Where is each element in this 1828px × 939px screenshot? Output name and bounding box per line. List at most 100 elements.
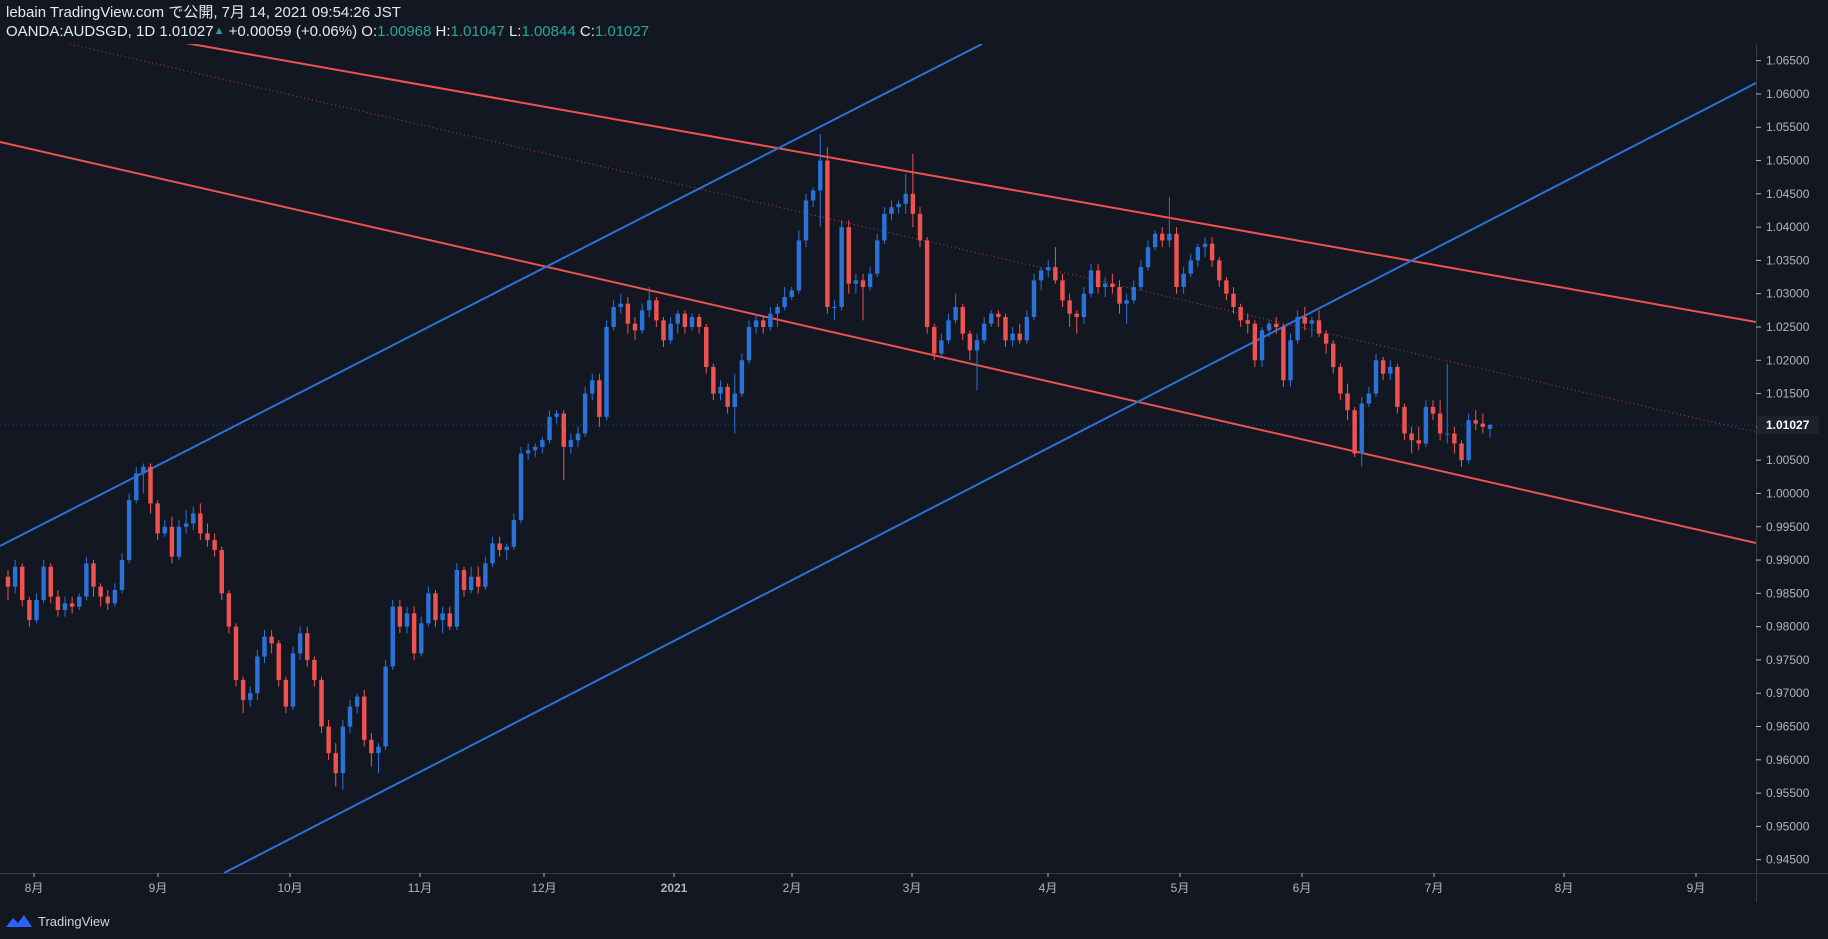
candle[interactable] — [1416, 426, 1421, 451]
candle[interactable] — [1152, 230, 1158, 251]
candle[interactable] — [575, 426, 581, 447]
candle[interactable] — [1452, 426, 1457, 454]
candle[interactable] — [1224, 277, 1229, 301]
candle[interactable] — [1131, 280, 1136, 304]
red-channel-midline[interactable] — [0, 28, 1756, 433]
candle[interactable] — [176, 520, 182, 561]
candle[interactable] — [1338, 363, 1343, 401]
candle[interactable] — [896, 200, 901, 214]
candle[interactable] — [497, 536, 502, 557]
candle[interactable] — [98, 583, 103, 607]
candle[interactable] — [597, 373, 602, 427]
blue-upper-channel-line[interactable] — [0, 44, 983, 547]
candle[interactable] — [675, 310, 680, 334]
candle[interactable] — [447, 606, 452, 630]
candle[interactable] — [148, 463, 153, 514]
candle[interactable] — [1323, 330, 1329, 354]
candle[interactable] — [255, 649, 260, 700]
candle[interactable] — [84, 556, 89, 600]
candle[interactable] — [119, 553, 125, 594]
candle[interactable] — [1373, 353, 1379, 397]
candle[interactable] — [967, 330, 973, 361]
candle[interactable] — [725, 383, 730, 414]
candle[interactable] — [1295, 310, 1300, 344]
candle[interactable] — [1345, 383, 1350, 421]
candle[interactable] — [183, 510, 189, 534]
candle[interactable] — [1395, 363, 1400, 414]
candle[interactable] — [1188, 253, 1193, 278]
candle[interactable] — [1024, 310, 1030, 344]
candle[interactable] — [297, 626, 303, 660]
candle[interactable] — [1124, 293, 1129, 324]
candle[interactable] — [1473, 410, 1478, 431]
trendlines[interactable] — [0, 10, 1756, 873]
candle[interactable] — [1117, 280, 1122, 314]
candle[interactable] — [1359, 396, 1364, 467]
candle[interactable] — [533, 443, 538, 457]
candle[interactable] — [768, 307, 773, 331]
candle[interactable] — [461, 566, 467, 597]
candle[interactable] — [1259, 326, 1265, 367]
candle[interactable] — [290, 646, 296, 710]
candle[interactable] — [55, 590, 61, 617]
candle[interactable] — [875, 233, 880, 278]
candle[interactable] — [960, 303, 965, 341]
candle[interactable] — [433, 590, 438, 627]
candle[interactable] — [1466, 413, 1471, 464]
candle[interactable] — [1281, 323, 1286, 387]
candle[interactable] — [1388, 360, 1393, 381]
candle[interactable] — [162, 520, 167, 537]
candle[interactable] — [518, 446, 524, 524]
candle[interactable] — [974, 333, 980, 391]
candle[interactable] — [789, 287, 794, 301]
candle[interactable] — [932, 323, 937, 361]
candle[interactable] — [1195, 243, 1201, 268]
candle[interactable] — [283, 676, 289, 714]
candle[interactable] — [1209, 237, 1215, 268]
candle[interactable] — [126, 493, 132, 564]
candle[interactable] — [810, 187, 816, 208]
candle[interactable] — [69, 596, 75, 614]
candle[interactable] — [262, 629, 267, 664]
candle[interactable] — [668, 317, 673, 344]
candle[interactable] — [354, 693, 360, 714]
candle[interactable] — [369, 733, 374, 767]
candle[interactable] — [191, 506, 196, 531]
candle[interactable] — [582, 386, 588, 437]
candle[interactable] — [1053, 247, 1058, 284]
candle[interactable] — [1445, 363, 1450, 444]
candles[interactable] — [5, 133, 1493, 790]
candle[interactable] — [732, 373, 737, 434]
candle[interactable] — [839, 220, 844, 311]
candle[interactable] — [561, 410, 566, 481]
candle[interactable] — [91, 560, 96, 597]
candle[interactable] — [1038, 267, 1044, 291]
candle[interactable] — [1274, 317, 1279, 334]
candle[interactable] — [77, 593, 82, 610]
candle[interactable] — [782, 287, 787, 311]
candle[interactable] — [1110, 273, 1115, 294]
candle[interactable] — [1017, 323, 1022, 344]
candle[interactable] — [761, 317, 766, 334]
candle[interactable] — [989, 310, 994, 327]
candle[interactable] — [397, 599, 403, 634]
candle[interactable] — [775, 303, 780, 327]
candle[interactable] — [1145, 240, 1151, 271]
candle[interactable] — [1217, 257, 1222, 288]
candle[interactable] — [818, 133, 823, 228]
candle[interactable] — [1423, 400, 1429, 447]
candle[interactable] — [1252, 320, 1258, 367]
candle[interactable] — [590, 373, 595, 401]
candle[interactable] — [525, 443, 531, 461]
candle[interactable] — [1380, 356, 1386, 381]
candle[interactable] — [1010, 326, 1015, 347]
candle[interactable] — [319, 676, 324, 734]
candle[interactable] — [312, 656, 317, 687]
candle[interactable] — [20, 563, 25, 607]
candle[interactable] — [269, 629, 274, 654]
candle[interactable] — [1174, 227, 1179, 294]
candle[interactable] — [383, 659, 388, 750]
candle[interactable] — [753, 313, 759, 334]
candle[interactable] — [618, 293, 623, 314]
